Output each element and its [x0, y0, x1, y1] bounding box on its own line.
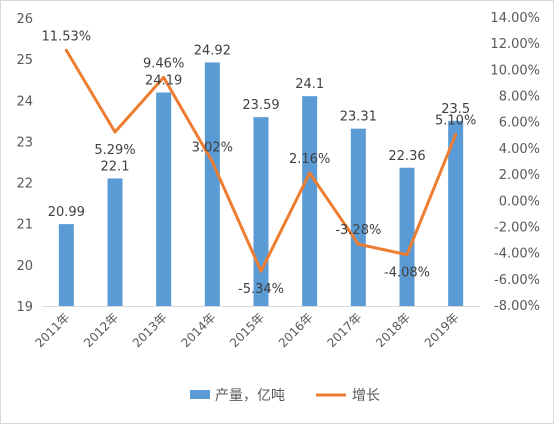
left-axis-tick-label: 26 [16, 12, 33, 27]
bar [448, 120, 464, 306]
left-axis-tick-label: 23 [16, 135, 33, 150]
bar-value-label: 22.36 [388, 149, 425, 164]
right-axis-tick-label: -4.00% [494, 247, 540, 262]
right-axis-tick-label: 0.00% [499, 194, 540, 209]
line-value-label: 9.46% [143, 56, 184, 71]
right-axis-tick-label: -6.00% [494, 273, 540, 288]
bar-value-label: 23.5 [441, 102, 470, 117]
line-data-labels: 11.53% 5.29% 9.46% 3.02% -5.34% 2.16% -3.28% -4… [42, 29, 477, 297]
left-axis-ticks: 19 20 21 22 23 24 25 26 [16, 12, 33, 315]
right-axis-tick-label: -8.00% [494, 299, 540, 314]
bar [204, 62, 220, 307]
bar-value-label: 24.92 [194, 43, 231, 58]
legend-line-label: 增长 [352, 388, 380, 404]
bar-value-label: 20.99 [48, 205, 85, 220]
bar [253, 117, 269, 306]
line-point [259, 269, 263, 273]
bar [399, 167, 415, 306]
bar-value-label: 24.1 [295, 77, 324, 92]
left-axis-tick-label: 21 [16, 218, 33, 233]
line-point [405, 253, 409, 257]
bar [58, 224, 74, 306]
line-value-label: 2.16% [289, 152, 330, 167]
bar [107, 178, 123, 306]
bar-value-label: 23.31 [340, 110, 377, 125]
legend: 产量，亿吨 增长 [190, 388, 380, 404]
line-series [64, 48, 458, 273]
right-axis-tick-label: 2.00% [499, 168, 540, 183]
line-value-label: 5.29% [94, 143, 135, 158]
line-value-label: 5.10% [435, 114, 476, 129]
right-axis-ticks: -8.00% -6.00% -4.00% -2.00% 0.00% 2.00% 4.00% 6… [490, 11, 540, 314]
right-axis-tick-label: 4.00% [499, 142, 540, 157]
left-axis-tick-label: 22 [16, 177, 33, 192]
right-axis-tick-label: 14.00% [490, 11, 540, 26]
line-value-label: -5.34% [238, 282, 284, 297]
line-point [454, 133, 458, 137]
right-axis-tick-label: 6.00% [499, 116, 540, 131]
right-axis-tick-label: 10.00% [490, 63, 540, 78]
bar-value-label: 23.59 [242, 98, 279, 113]
bar [156, 92, 172, 307]
right-axis-tick-label: -2.00% [494, 220, 540, 235]
line-point [162, 75, 166, 79]
left-axis-tick-label: 19 [16, 300, 33, 315]
left-axis-tick-label: 24 [16, 94, 33, 109]
bar-series [58, 62, 464, 307]
bar-value-label: 24.19 [145, 73, 182, 88]
right-axis-tick-label: 8.00% [499, 90, 540, 105]
line-point [308, 171, 312, 175]
legend-bar-label: 产量，亿吨 [215, 388, 285, 404]
bar-value-label: 22.1 [101, 159, 130, 174]
bar-data-labels: 20.99 22.1 24.19 24.92 23.59 24.1 23.31 22.36 23… [48, 43, 470, 220]
line-point [210, 160, 214, 164]
line-point [64, 48, 68, 52]
line-point [113, 130, 117, 134]
line-value-label: -4.08% [384, 266, 430, 281]
left-axis-tick-label: 25 [16, 53, 33, 68]
line-value-label: 11.53% [42, 29, 92, 44]
legend-bar-swatch [190, 390, 210, 399]
line-point [356, 242, 360, 246]
line-value-label: 3.02% [192, 141, 233, 156]
left-axis-tick-label: 20 [16, 259, 33, 274]
bar [302, 96, 318, 307]
right-axis-tick-label: 12.00% [490, 37, 540, 52]
line-value-label: -3.28% [335, 223, 381, 238]
bar [350, 128, 366, 306]
